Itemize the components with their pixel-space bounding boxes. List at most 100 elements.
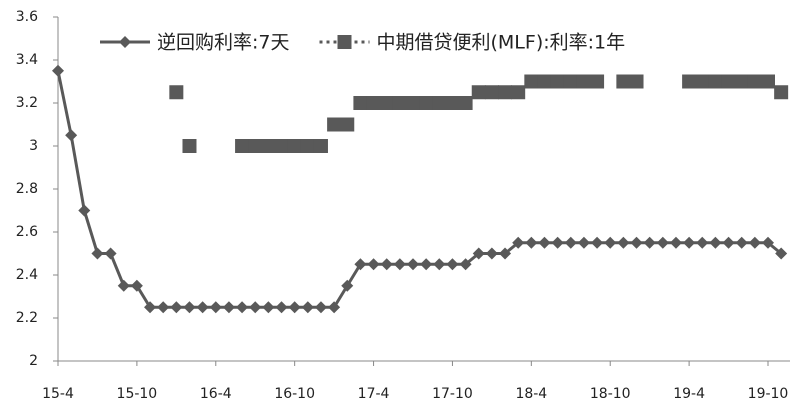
data-point [392, 96, 407, 110]
x-tick-label: 15-10 [117, 386, 158, 402]
data-point [262, 301, 275, 314]
x-tick-label: 18-4 [515, 386, 547, 402]
data-point [222, 301, 235, 314]
data-point [499, 247, 512, 260]
data-point [170, 301, 183, 314]
legend: 逆回购利率:7天 中期借贷便利(MLF):利率:1年 [100, 32, 625, 54]
x-tick-label: 18-10 [590, 386, 631, 402]
data-point [407, 258, 419, 271]
data-point [236, 301, 249, 314]
data-point [511, 85, 526, 100]
data-point [432, 96, 447, 110]
x-tick-label: 16-10 [274, 386, 315, 402]
data-point [354, 258, 367, 271]
y-tick-label: 2 [29, 353, 38, 369]
data-point [420, 258, 433, 271]
data-point [762, 236, 774, 249]
data-point [564, 236, 577, 249]
data-point [577, 236, 590, 249]
data-point [144, 301, 157, 314]
data-point [235, 139, 250, 153]
data-point [313, 139, 328, 153]
data-point [576, 74, 591, 89]
data-point [774, 85, 789, 100]
x-tick-label: 17-4 [358, 386, 390, 402]
data-point [617, 236, 630, 249]
legend-label: 逆回购利率:7天 [157, 32, 290, 54]
data-point [629, 74, 644, 89]
y-tick-label: 3 [29, 138, 38, 154]
data-point [287, 139, 302, 153]
data-point [458, 96, 473, 110]
data-point [472, 247, 485, 260]
data-point [300, 139, 315, 153]
data-point [775, 247, 788, 260]
data-point [683, 236, 696, 249]
data-point [249, 301, 262, 314]
data-point [722, 236, 735, 249]
data-point [314, 301, 327, 314]
data-point [78, 204, 91, 217]
data-point [367, 258, 380, 271]
data-point [525, 236, 538, 249]
data-point [341, 279, 354, 292]
data-point [301, 301, 314, 314]
data-point [630, 236, 643, 249]
legend-marker [337, 35, 352, 49]
y-tick-label: 3.6 [16, 9, 38, 25]
data-point [590, 74, 605, 89]
y-tick-label: 2.6 [16, 224, 38, 240]
data-point [485, 247, 498, 260]
data-point [328, 301, 341, 314]
data-point [696, 236, 709, 249]
data-point [445, 96, 460, 110]
data-point [747, 74, 762, 89]
data-point [366, 96, 381, 110]
x-tick-label: 17-10 [432, 386, 473, 402]
data-point [261, 139, 276, 153]
y-tick-label: 3.2 [16, 95, 38, 111]
data-point [104, 247, 117, 260]
data-point [379, 96, 394, 110]
data-point [130, 279, 143, 292]
data-point [459, 258, 472, 271]
data-point [169, 85, 184, 100]
data-point [551, 236, 564, 249]
data-point [537, 74, 552, 89]
y-tick-label: 2.2 [16, 310, 38, 326]
y-tick-label: 2.8 [16, 181, 38, 197]
data-point [721, 74, 736, 89]
y-tick-label: 2.4 [16, 267, 38, 283]
x-tick-label: 16-4 [200, 386, 232, 402]
data-point [563, 74, 578, 89]
data-point [735, 236, 748, 249]
legend-label: 中期借贷便利(MLF):利率:1年 [377, 32, 626, 54]
data-point [419, 96, 434, 110]
data-point [406, 96, 420, 110]
data-point [616, 74, 631, 89]
x-tick-label: 19-10 [748, 386, 789, 402]
data-point [446, 258, 459, 271]
data-point [196, 301, 209, 314]
data-point [471, 85, 486, 100]
data-point [340, 117, 355, 132]
data-point [524, 74, 539, 89]
data-point [157, 301, 170, 314]
data-point [761, 74, 775, 89]
data-point [248, 139, 263, 153]
data-point [669, 236, 682, 249]
data-point [538, 236, 551, 249]
data-point [748, 236, 761, 249]
data-point [550, 74, 565, 89]
data-point [274, 139, 289, 153]
data-point [380, 258, 393, 271]
data-point [498, 85, 513, 100]
data-point [709, 236, 722, 249]
data-point [353, 96, 368, 110]
data-point [734, 74, 749, 89]
data-point [708, 74, 723, 89]
data-point [656, 236, 669, 249]
data-point [484, 85, 499, 100]
x-tick-label: 15-4 [42, 386, 74, 402]
data-point [182, 139, 197, 153]
